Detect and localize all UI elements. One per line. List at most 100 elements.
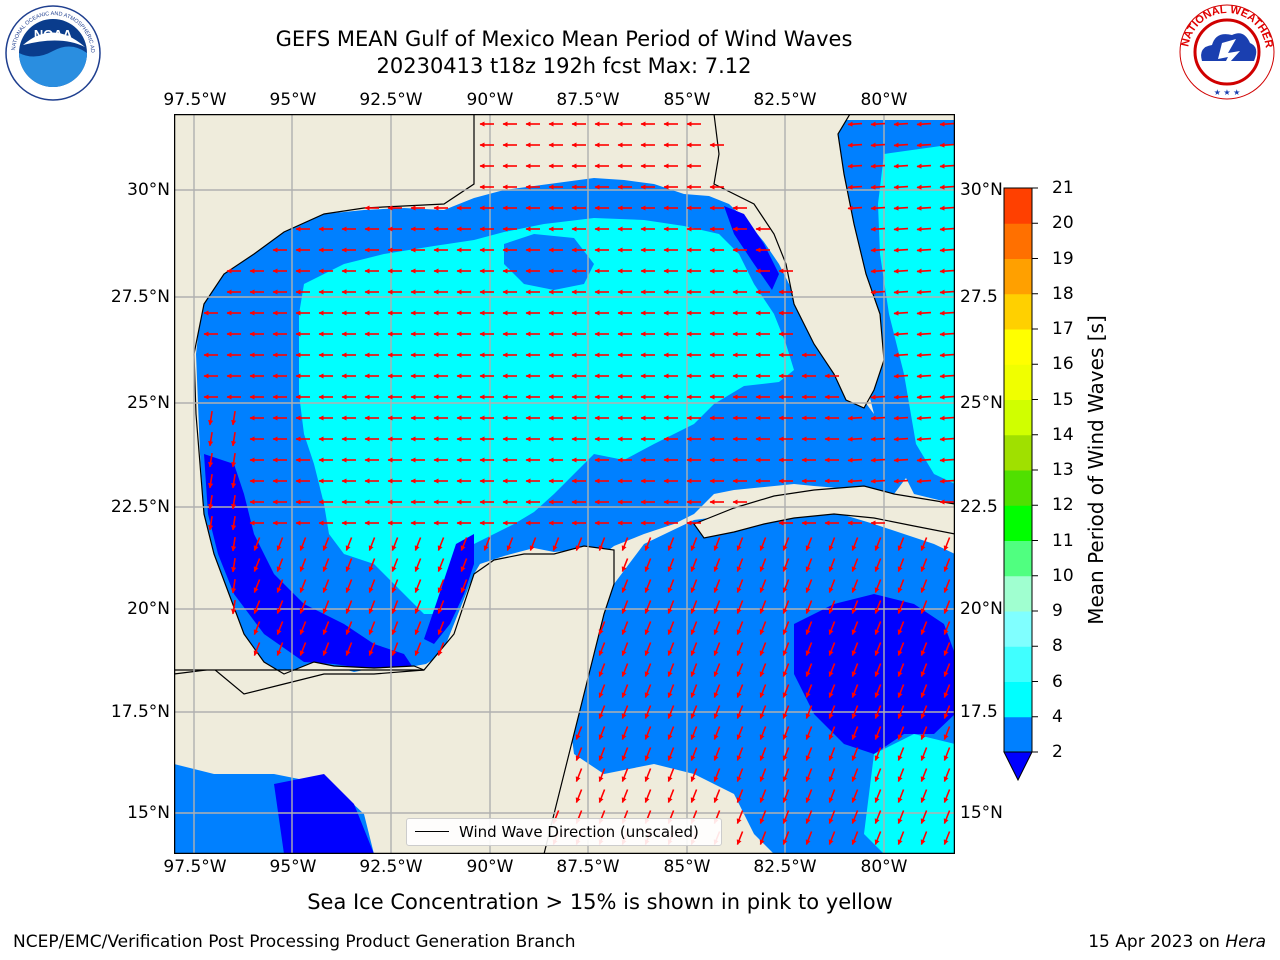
wind-wave-arrow <box>208 473 214 489</box>
wind-wave-arrow <box>920 600 928 614</box>
wind-wave-arrow <box>943 642 951 656</box>
wind-wave-arrow <box>916 415 932 421</box>
wind-wave-arrow <box>874 663 882 677</box>
colorbar-tick-label: 19 <box>1052 248 1074 269</box>
wind-wave-arrow <box>828 558 836 572</box>
wind-wave-arrow <box>231 536 237 552</box>
wind-wave-arrow <box>736 642 744 656</box>
wind-wave-arrow <box>529 537 537 551</box>
wind-wave-arrow <box>847 415 863 421</box>
wind-wave-arrow <box>805 537 813 551</box>
wind-wave-arrow <box>391 558 399 572</box>
wind-wave-arrow <box>782 705 790 719</box>
wind-wave-arrow <box>897 726 905 740</box>
wind-wave-arrow <box>897 747 905 761</box>
colorbar-segment <box>1004 188 1032 224</box>
wind-wave-arrow <box>870 478 886 484</box>
wind-wave-arrow <box>759 684 767 698</box>
wind-wave-arrow <box>621 705 629 719</box>
wind-wave-arrow <box>345 579 353 593</box>
wind-wave-arrow <box>870 205 886 211</box>
colorbar-tick-label: 8 <box>1052 636 1063 657</box>
map-title: GEFS MEAN Gulf of Mexico Mean Period of … <box>275 27 853 51</box>
wind-wave-arrow <box>939 478 955 484</box>
wind-wave-arrow <box>759 537 767 551</box>
wind-wave-arrow <box>552 537 560 551</box>
wind-wave-arrow <box>851 747 859 761</box>
wind-wave-arrow <box>874 642 882 656</box>
wind-wave-arrow <box>414 579 422 593</box>
wind-wave-arrow <box>870 436 886 442</box>
wind-wave-arrow <box>916 289 932 295</box>
wind-wave-arrow <box>736 663 744 677</box>
wind-wave-arrow <box>920 621 928 635</box>
wind-wave-arrow <box>916 205 932 211</box>
wind-wave-arrow <box>276 558 284 572</box>
wind-wave-arrow <box>805 747 813 761</box>
wind-wave-arrow <box>897 558 905 572</box>
wind-wave-arrow <box>713 684 721 698</box>
caribbean-water-blue <box>569 506 955 854</box>
colorbar-tick-label: 18 <box>1052 283 1074 304</box>
wind-wave-arrow <box>939 457 955 463</box>
wind-wave-arrow <box>874 537 882 551</box>
wind-wave-arrow <box>916 247 932 253</box>
wind-wave-arrow <box>690 789 698 803</box>
wind-wave-arrow <box>939 247 955 253</box>
wind-wave-arrow <box>231 431 237 447</box>
colorbar-segment <box>1004 575 1032 612</box>
wind-wave-arrow <box>345 621 353 635</box>
legend-line-swatch <box>415 831 449 832</box>
wind-wave-arrow <box>920 831 928 845</box>
wind-wave-arrow <box>414 600 422 614</box>
wind-wave-arrow <box>874 684 882 698</box>
wind-wave-arrow <box>690 726 698 740</box>
colorbar-segment <box>1004 293 1032 330</box>
wind-wave-arrow <box>713 621 721 635</box>
wind-wave-arrow <box>644 768 652 782</box>
wind-wave-arrow <box>874 810 882 824</box>
wind-wave-arrow <box>391 600 399 614</box>
wind-wave-arrow <box>391 621 399 635</box>
wind-wave-arrow <box>828 684 836 698</box>
wind-wave-arrow <box>713 642 721 656</box>
wind-wave-arrow <box>736 705 744 719</box>
wind-wave-arrow <box>870 163 886 169</box>
lon-label-bottom: 97.5°W <box>163 857 227 877</box>
wind-wave-arrow <box>828 747 836 761</box>
wind-wave-arrow <box>893 163 909 169</box>
wind-wave-arrow <box>805 768 813 782</box>
wind-wave-arrow <box>736 600 744 614</box>
wind-wave-arrow <box>483 537 491 551</box>
wind-wave-arrow <box>644 537 652 551</box>
colorbar-segment <box>1004 434 1032 471</box>
caribbean-water-darkblue <box>794 594 955 754</box>
lon-label-top: 80°W <box>860 90 908 110</box>
wind-wave-arrow <box>736 726 744 740</box>
lat-label-left: 17.5°N <box>110 702 170 722</box>
map-frame <box>174 114 955 854</box>
wind-wave-arrow <box>939 163 955 169</box>
wind-wave-arrow <box>847 142 863 148</box>
campeche-darkblue <box>424 534 474 644</box>
wind-wave-arrow <box>621 663 629 677</box>
wind-wave-arrow <box>805 726 813 740</box>
wind-wave-arrow <box>805 831 813 845</box>
wind-wave-arrow <box>437 558 445 572</box>
wind-wave-arrow <box>893 352 909 358</box>
wind-wave-arrow <box>943 579 951 593</box>
wind-wave-arrow <box>920 642 928 656</box>
wind-wave-arrow <box>897 579 905 593</box>
wind-wave-arrow <box>690 579 698 593</box>
wind-wave-arrow <box>943 810 951 824</box>
wind-wave-arrow <box>322 579 330 593</box>
wind-wave-arrow <box>644 621 652 635</box>
wind-wave-arrow <box>851 810 859 824</box>
wind-wave-arrow <box>208 452 214 468</box>
wind-wave-arrow <box>322 642 330 656</box>
wind-wave-arrow <box>621 768 629 782</box>
wind-wave-arrow <box>690 558 698 572</box>
lat-label-right: 20°N <box>960 599 1003 619</box>
wind-wave-arrow <box>759 558 767 572</box>
wind-wave-arrow <box>368 600 376 614</box>
